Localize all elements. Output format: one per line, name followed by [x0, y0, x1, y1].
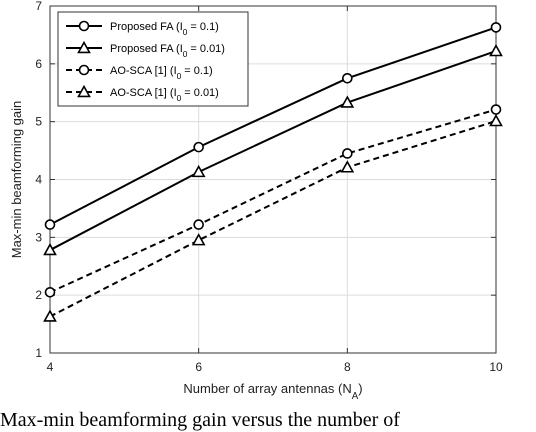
series-4-point	[489, 113, 503, 127]
y-tick-label: 6	[35, 57, 42, 71]
chart: 1 2 3 4 5 6 7 4 6 8 10 Number of array antennas (NA…	[9, 0, 503, 402]
x-tick-label: 8	[344, 360, 351, 374]
series-1-point	[193, 141, 204, 153]
series-3-point	[44, 286, 56, 298]
series-line-2	[49, 50, 497, 251]
x-tick-label: 4	[47, 360, 54, 374]
legend-label: AO-SCA [1] (I0 = 0.1)	[110, 65, 213, 81]
y-tick-label: 2	[35, 288, 42, 302]
y-tick-label: 7	[35, 0, 42, 13]
series-2-point	[340, 95, 355, 108]
series-2-point	[43, 242, 57, 256]
legend-label: Proposed FA (I0 = 0.1)	[110, 21, 219, 37]
y-tick-label: 5	[35, 115, 42, 129]
y-tick-label: 4	[35, 173, 42, 187]
legend-marker	[77, 84, 91, 98]
series-2-point	[191, 164, 206, 178]
legend-label: Proposed FA (I0 = 0.01)	[110, 43, 225, 59]
figure-caption: Max-min beamforming gain versus the numb…	[0, 409, 400, 431]
legend-marker	[78, 64, 90, 76]
series-3-point	[193, 219, 204, 230]
series-1-point	[490, 22, 502, 33]
series-line-1	[49, 26, 497, 226]
x-axis-label: Number of array antennas (NA)	[183, 381, 362, 402]
series-4-point	[191, 233, 206, 246]
y-axis-label: Max-min beamforming gain	[9, 101, 24, 259]
x-tick-label: 6	[195, 360, 202, 374]
y-tick-label: 1	[35, 346, 42, 360]
series-3-point	[490, 104, 502, 115]
series-line-3	[49, 108, 497, 294]
series-line-4	[49, 120, 497, 318]
series-3-point	[342, 148, 353, 159]
series-4-point	[43, 309, 57, 322]
legend-marker	[77, 40, 91, 54]
series-1-point	[342, 72, 353, 84]
series-4-point	[340, 160, 355, 173]
series-1-point	[44, 219, 56, 230]
y-tick-label: 3	[35, 230, 42, 244]
series-2-point	[489, 43, 503, 57]
legend-marker	[78, 20, 90, 32]
legend-box	[57, 11, 249, 107]
legend-label: AO-SCA [1] (I0 = 0.01)	[110, 87, 219, 103]
x-tick-label: 10	[489, 360, 503, 374]
